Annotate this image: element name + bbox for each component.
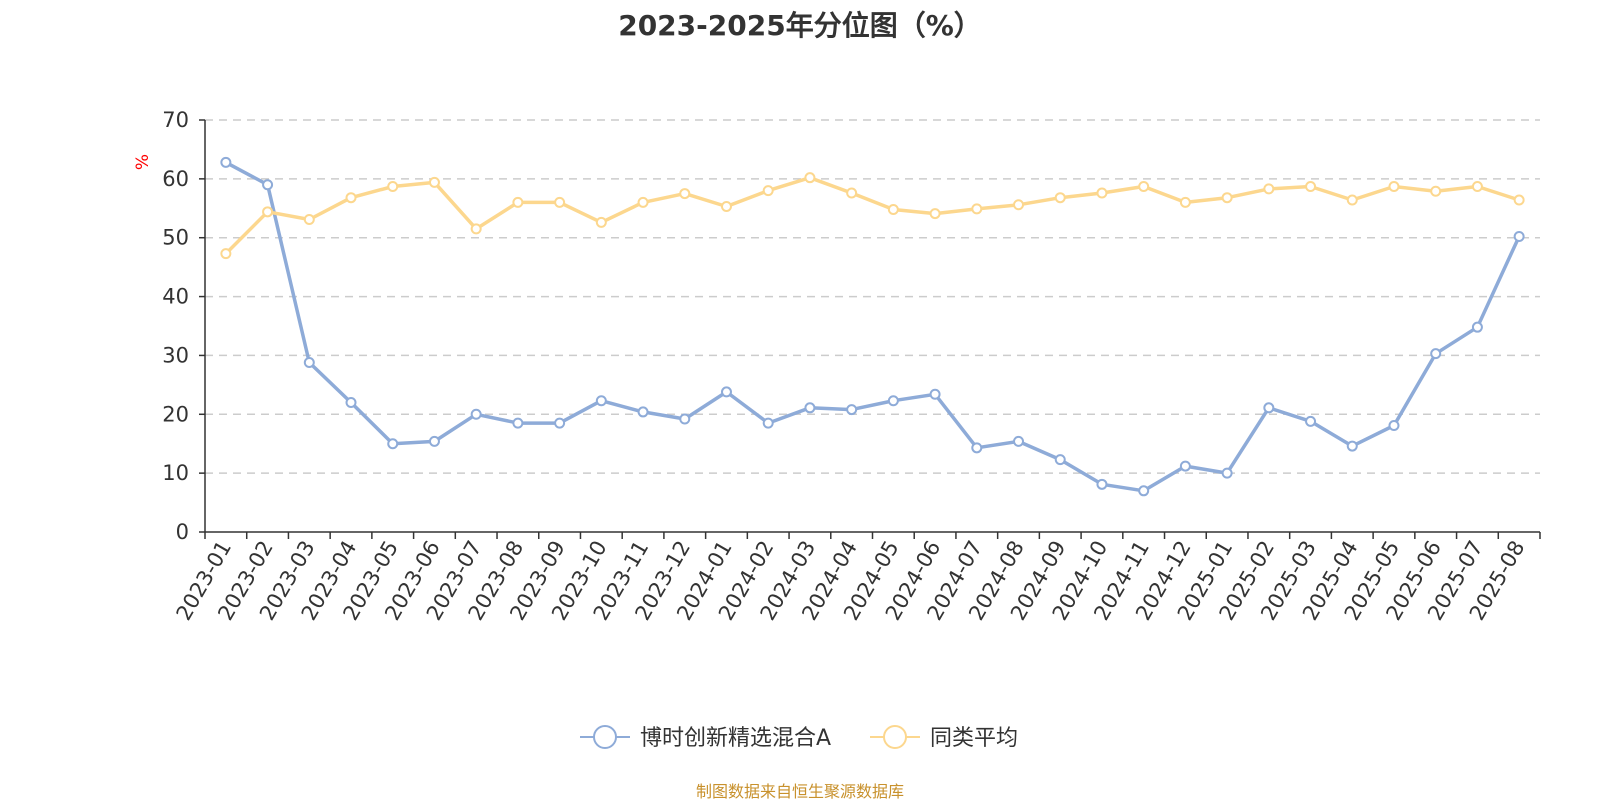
y-tick-label: 10 [162, 461, 189, 485]
source-note: 制图数据来自恒生聚源数据库 [695, 782, 904, 801]
y-tick-label: 0 [176, 520, 189, 544]
y-axis-unit-label: % [133, 154, 153, 170]
series-2-point [1054, 192, 1066, 204]
series-2-point [1263, 183, 1275, 195]
series-2-point [971, 203, 983, 215]
series-2-point [929, 208, 941, 220]
y-tick-label: 20 [162, 402, 189, 426]
series-2-point [595, 216, 607, 228]
series-1-point [887, 395, 899, 407]
series-1-point [1096, 478, 1108, 490]
series-lines [220, 156, 1525, 497]
series-1-point [762, 417, 774, 429]
series-1-point [1263, 402, 1275, 414]
series-1-point [220, 156, 232, 168]
series-1-point [387, 438, 399, 450]
series-2-point [303, 213, 315, 225]
series-2-point [1513, 194, 1525, 206]
series-2-point [1305, 181, 1317, 193]
series-2-point [1221, 192, 1233, 204]
series-2-point [262, 206, 274, 218]
series-1-point [1013, 435, 1025, 447]
series-2-point [345, 192, 357, 204]
legend: 博时创新精选混合A 同类平均 [580, 725, 1018, 751]
series-2-point [220, 248, 232, 260]
legend-marker [883, 725, 907, 749]
legend-marker [593, 725, 617, 749]
legend-label: 同类平均 [930, 726, 1018, 751]
y-tick-label: 40 [162, 285, 189, 309]
series-1-point [1221, 467, 1233, 479]
series-2-point [554, 196, 566, 208]
series-2-point [887, 203, 899, 215]
series-2-point [762, 185, 774, 197]
series-line-1 [225, 160, 1521, 493]
series-2-point [1096, 187, 1108, 199]
series-2-point [846, 187, 858, 199]
series-1-point [262, 179, 274, 191]
series-1-point [345, 397, 357, 409]
series-2-point [1471, 181, 1483, 193]
series-1-point [804, 402, 816, 414]
series-2-point [804, 172, 816, 184]
series-1-point [679, 413, 691, 425]
legend-label: 博时创新精选混合A [640, 726, 831, 751]
series-2-point [428, 176, 440, 188]
series-1-point [929, 388, 941, 400]
grid-lines [205, 119, 1540, 474]
series-1-point [1513, 231, 1525, 243]
y-tick-label: 70 [162, 108, 189, 132]
y-tick-label: 60 [162, 167, 189, 191]
series-1-point [470, 408, 482, 420]
series-1-point [1054, 454, 1066, 466]
chart-title: 2023-2025年分位图（%） [618, 9, 982, 42]
series-1-point [971, 442, 983, 454]
series-2-point [720, 201, 732, 213]
series-1-point [1388, 419, 1400, 431]
series-2-point [1388, 181, 1400, 193]
series-2-point [1179, 196, 1191, 208]
series-1-point [428, 435, 440, 447]
series-1-point [1305, 415, 1317, 427]
series-2-point [637, 196, 649, 208]
series-1-point [1430, 348, 1442, 360]
series-1-point [1346, 440, 1358, 452]
series-2-point [387, 181, 399, 193]
series-2-point [679, 188, 691, 200]
series-1-point [595, 395, 607, 407]
series-1-point [554, 417, 566, 429]
axes: 010203040506070%2023-012023-022023-03202… [133, 108, 1541, 624]
series-line-2 [224, 175, 1520, 255]
series-2-point [1430, 185, 1442, 197]
series-1-point [637, 406, 649, 418]
series-2-point [1013, 199, 1025, 211]
series-2-point [1346, 194, 1358, 206]
series-2-point [1138, 181, 1150, 193]
y-tick-label: 30 [162, 343, 189, 367]
series-1-point [1179, 460, 1191, 472]
series-1-point [1471, 321, 1483, 333]
series-1-point [1138, 485, 1150, 497]
series-1-point [846, 404, 858, 416]
series-1-point [512, 417, 524, 429]
series-2-point [470, 223, 482, 235]
series-2-point [512, 196, 524, 208]
series-1-point [303, 356, 315, 368]
y-tick-label: 50 [162, 226, 189, 250]
series-1-point [720, 386, 732, 398]
